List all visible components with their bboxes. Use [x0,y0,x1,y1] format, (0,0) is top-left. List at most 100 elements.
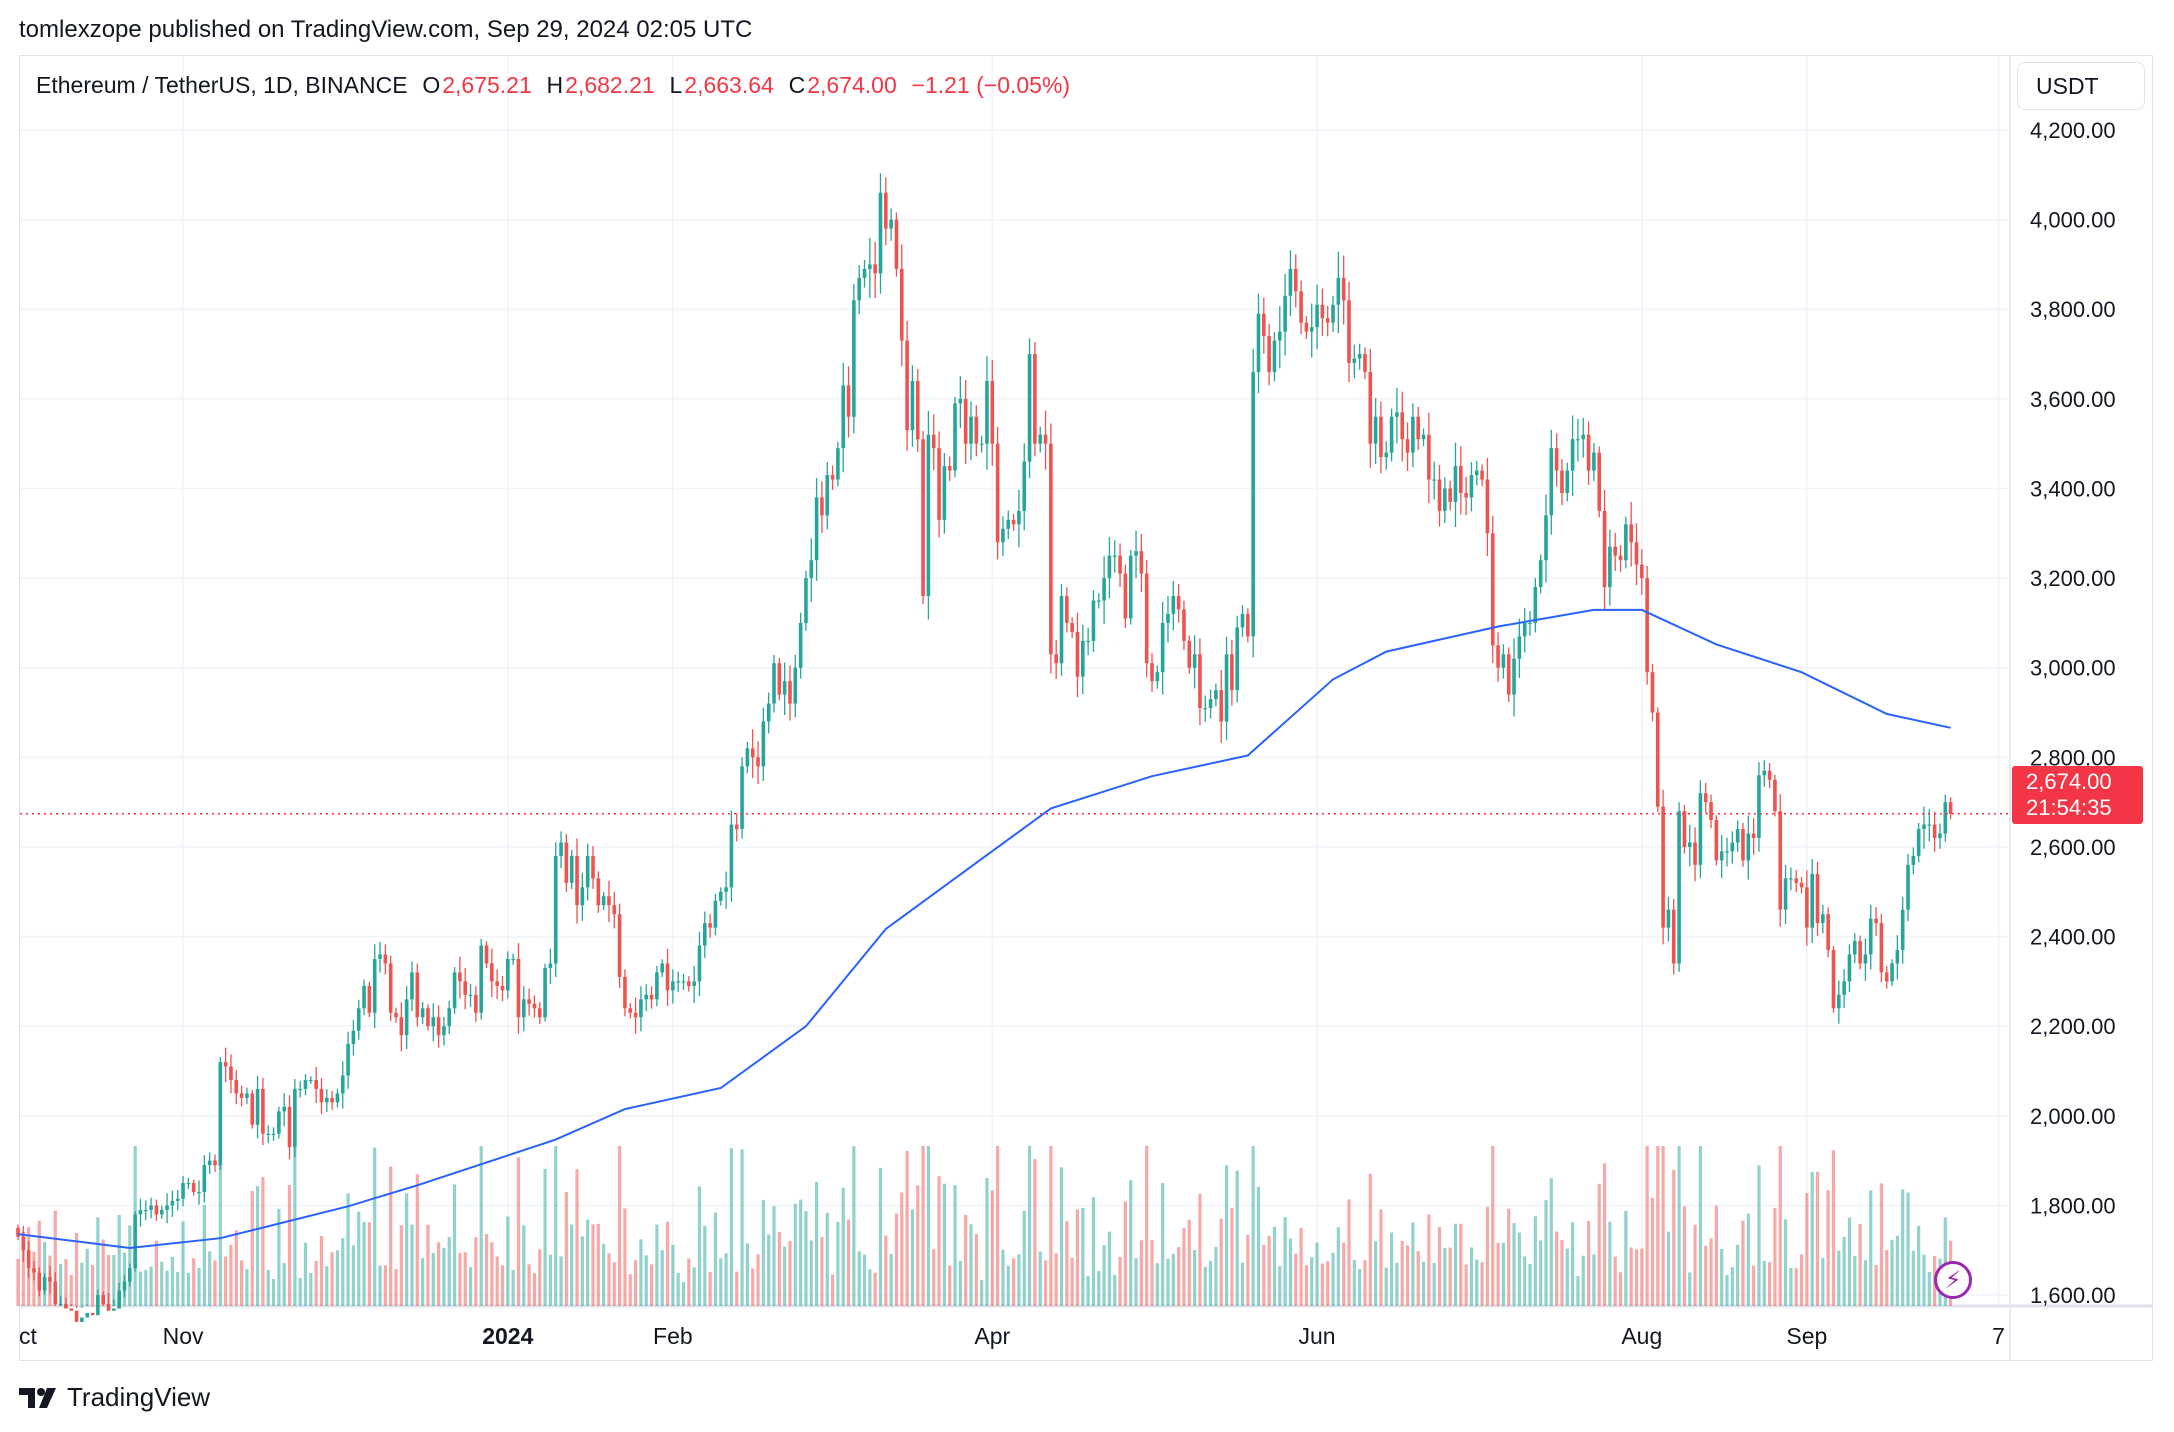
candle-body [527,999,531,1004]
candle-body [255,1088,260,1125]
volume-bar [1326,1261,1330,1306]
volume-bar [250,1190,254,1306]
volume-bar [1374,1241,1378,1306]
candle-body [548,963,553,968]
candle-body [74,1310,79,1322]
volume-bar [559,1256,563,1306]
volume-bar [1549,1178,1553,1306]
volume-bar [197,1268,201,1306]
candle-body [1171,596,1176,614]
candle-body [37,1272,42,1291]
candle-body [862,268,867,278]
volume-bar [1704,1245,1708,1306]
volume-bar [426,1224,430,1306]
volume-bar [1895,1235,1899,1306]
candle-body [1070,622,1074,632]
volume-bar [1320,1263,1324,1306]
volume-bar [729,1148,734,1306]
volume-bar [1901,1189,1905,1306]
low-value: 2,663.64 [684,72,774,98]
candle-body [628,1008,633,1013]
volume-bar [58,1264,63,1306]
volume-bar [1171,1253,1175,1306]
candle-body [963,398,968,444]
volume-bar [1837,1250,1841,1306]
volume-bar [1544,1200,1548,1306]
volume-bar [1885,1250,1889,1306]
candle-body [1842,981,1846,995]
volume-bar [1022,1210,1026,1306]
volume-bar [1091,1197,1096,1306]
volume-bar [697,1186,702,1306]
volume-bar [1102,1245,1106,1306]
volume-bar [1523,1256,1527,1306]
volume-bar [1352,1260,1356,1306]
candle-body [1315,304,1319,328]
candle-body [937,448,941,520]
candle-body [335,1093,340,1103]
volume-bar [69,1274,73,1306]
lightning-icon[interactable]: ⚡︎ [1934,1261,1972,1299]
candle-body [303,1079,308,1089]
candle-body [1624,524,1628,561]
volume-bar [1208,1260,1213,1306]
candle-body [1640,564,1644,579]
candle-body [601,896,606,906]
candle-body [1805,887,1809,928]
volume-bar [37,1220,41,1306]
volume-bar [261,1177,265,1306]
volume-bar [1661,1146,1665,1306]
volume-bar [1693,1224,1697,1306]
candle-body [1246,613,1250,637]
volume-bar [1256,1186,1261,1306]
volume-bar [958,1260,962,1306]
candle-body [1650,672,1655,713]
candle-body [245,1093,249,1098]
volume-bar [1443,1248,1447,1306]
volume-bar [367,1222,371,1306]
volume-bar [1501,1243,1505,1306]
candle-body [1613,546,1617,556]
currency-button[interactable]: USDT [2017,62,2145,110]
candle-body [1570,439,1575,471]
volume-bar [649,1264,654,1306]
candle-body [165,1205,169,1210]
candle-body [468,994,473,997]
volume-bar [990,1190,994,1306]
candle-body [436,1017,441,1036]
volume-bar [607,1253,611,1306]
candle-body [915,380,920,440]
volume-bar [1177,1247,1181,1306]
candle-body [1943,802,1948,834]
candle-body [1895,950,1900,964]
last-price-value: 2,674.00 [2026,769,2112,794]
volume-bar [234,1230,238,1306]
candle-body [1922,824,1926,830]
candle-body [1214,690,1218,700]
volume-bar [1592,1254,1596,1306]
candle-body [277,1111,281,1134]
tradingview-logo[interactable]: TradingView [19,1382,210,1413]
volume-bar [1858,1223,1862,1306]
volume-bar [90,1264,95,1306]
candle-body [1528,622,1532,625]
volume-bar [229,1244,233,1306]
low-label: L [669,72,683,98]
volume-bar [1358,1269,1362,1306]
candle-body [1107,555,1112,579]
volume-bar [836,1221,840,1306]
volume-bar [255,1186,260,1306]
candle-body [1118,555,1122,574]
candle-body [117,1290,121,1309]
volume-bar [208,1251,212,1306]
volume-bar [1347,1199,1351,1306]
candle-body [1155,672,1160,682]
volume-bar [1842,1236,1846,1306]
price-tick-label: 3,000.00 [2030,656,2116,681]
volume-bar [905,1151,909,1306]
candle-body [1288,268,1293,296]
candle-body [1006,519,1011,529]
symbol-title[interactable]: Ethereum / TetherUS, 1D, BINANCE [36,72,408,98]
volume-bar [580,1236,584,1306]
